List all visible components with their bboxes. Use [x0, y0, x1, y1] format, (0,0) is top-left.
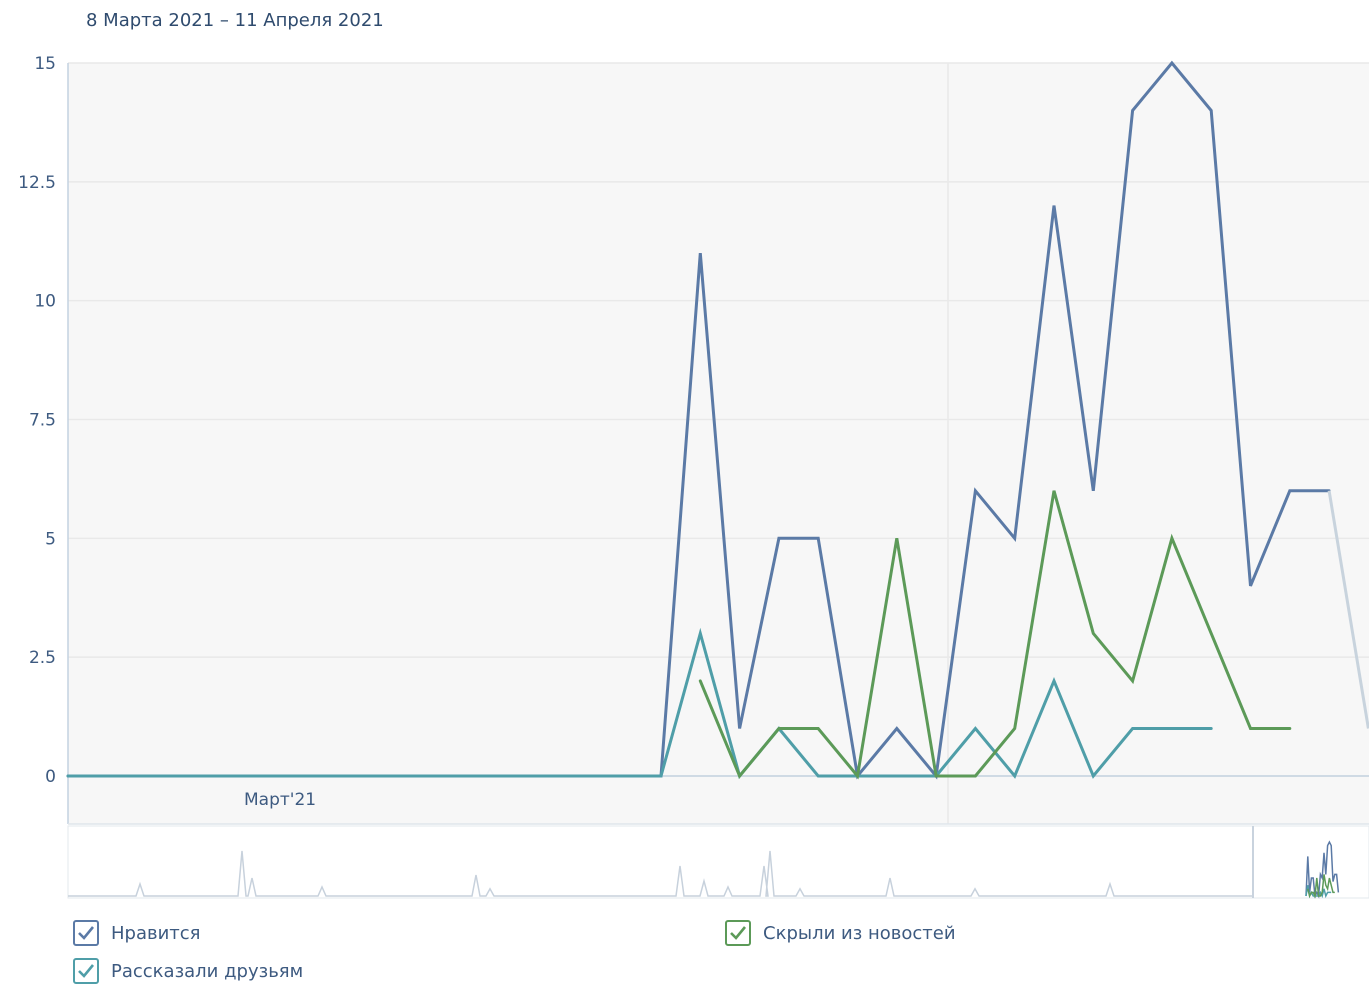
checkbox-checked-icon[interactable] [725, 920, 751, 946]
y-tick-label: 10 [34, 292, 56, 312]
legend-item-shared[interactable]: Рассказали друзьям [73, 958, 303, 984]
checkbox-checked-icon[interactable] [73, 958, 99, 984]
legend-item-hidden[interactable]: Скрыли из новостей [725, 920, 956, 946]
y-tick-label: 15 [34, 54, 56, 74]
y-tick-label: 12.5 [18, 173, 56, 193]
y-tick-label: 0 [45, 767, 56, 787]
plot-area [68, 63, 1369, 824]
legend-label: Скрыли из новостей [763, 923, 956, 944]
y-tick-label: 2.5 [29, 648, 56, 668]
navigator [68, 826, 1369, 898]
x-tick-label: Март'21 [244, 790, 316, 810]
y-tick-label: 7.5 [29, 411, 56, 431]
legend-label: Нравится [111, 923, 201, 944]
y-tick-label: 5 [45, 529, 56, 549]
checkbox-checked-icon[interactable] [73, 920, 99, 946]
legend-item-likes[interactable]: Нравится [73, 920, 201, 946]
legend-label: Рассказали друзьям [111, 961, 303, 982]
